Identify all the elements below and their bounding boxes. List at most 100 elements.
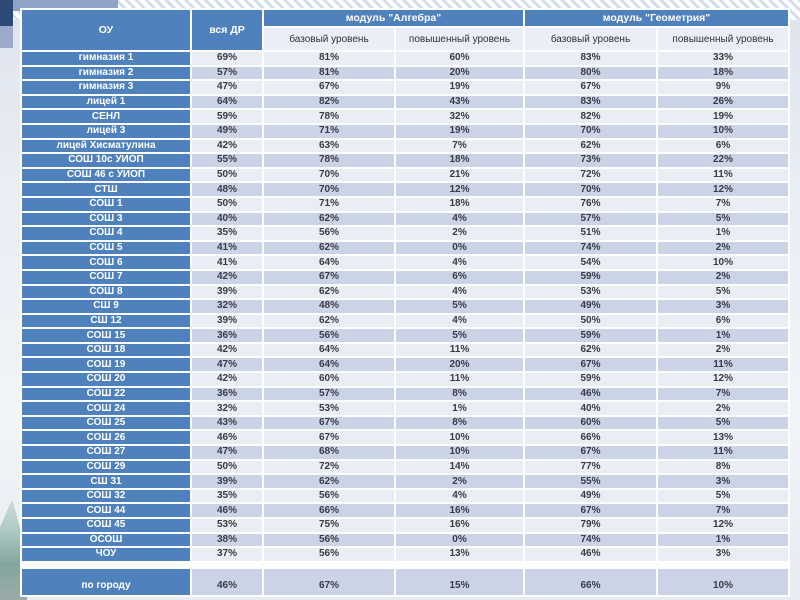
value-cell: 49% [192,124,262,138]
value-cell: 5% [658,416,789,430]
value-cell: 77% [525,460,656,474]
value-cell: 56% [264,329,394,342]
value-cell: 76% [525,197,656,211]
school-name-cell: гимназия 3 [22,81,190,94]
value-cell: 66% [525,431,656,445]
value-cell: 57% [264,387,394,401]
school-name-cell: СОШ 20 [22,373,190,386]
school-name-cell: СОШ 44 [22,504,190,517]
table-row: СОШ 32 35% 56% 4% 49% 5% [22,489,789,503]
value-cell: 19% [396,124,523,138]
value-cell: 47% [192,446,262,459]
school-name-cell: СОШ 27 [22,446,190,459]
table-row: СОШ 10с УИОП 55% 78% 18% 73% 22% [22,154,789,167]
school-name-cell: СТШ [22,183,190,196]
value-cell: 16% [396,519,523,532]
value-cell: 50% [192,460,262,474]
value-cell: 53% [192,519,262,532]
value-cell: 39% [192,475,262,488]
value-cell: 40% [192,212,262,226]
table-row: СОШ 22 36% 57% 8% 46% 7% [22,387,789,401]
school-name-cell: лицей Хисматулина [22,139,190,153]
value-cell: 75% [264,519,394,532]
value-cell: 70% [264,183,394,196]
value-cell: 33% [658,52,789,65]
school-name-cell: СОШ 6 [22,256,190,269]
header-all-dr-column: вся ДР [192,10,262,50]
value-cell: 10% [396,446,523,459]
header-geometry-module: модуль "Геометрия" [525,10,789,26]
value-cell: 81% [264,52,394,65]
value-cell: 49% [525,300,656,313]
value-cell: 5% [396,300,523,313]
value-cell: 54% [525,256,656,269]
value-cell: 5% [658,489,789,503]
value-cell: 3% [658,548,789,561]
value-cell: 32% [192,300,262,313]
value-cell: 32% [396,110,523,123]
value-cell: 56% [264,227,394,240]
table-row: лицей 1 64% 82% 43% 83% 26% [22,95,789,109]
table-row: СШ 9 32% 48% 5% 49% 3% [22,300,789,313]
value-cell: 67% [525,358,656,372]
table-row: СОШ 29 50% 72% 14% 77% 8% [22,460,789,474]
school-name-cell: СШ 31 [22,475,190,488]
value-cell: 74% [525,533,656,547]
city-summary-row: по городу 46% 67% 15% 66% 10% [22,568,789,595]
school-name-cell: СОШ 29 [22,460,190,474]
value-cell: 10% [658,124,789,138]
value-cell: 49% [525,489,656,503]
value-cell: 51% [525,227,656,240]
table-row: лицей Хисматулина 42% 63% 7% 62% 6% [22,139,789,153]
value-cell: 8% [658,460,789,474]
table-row: СОШ 8 39% 62% 4% 53% 5% [22,285,789,299]
value-cell: 41% [192,241,262,255]
value-cell: 83% [525,95,656,109]
value-cell: 64% [264,358,394,372]
value-cell: 18% [396,154,523,167]
school-name-cell: СОШ 24 [22,402,190,415]
value-cell: 8% [396,387,523,401]
value-cell: 6% [658,314,789,328]
value-cell: 67% [525,446,656,459]
value-cell: 78% [264,154,394,167]
table-row: СОШ 4 35% 56% 2% 51% 1% [22,227,789,240]
value-cell: 0% [396,241,523,255]
value-cell: 78% [264,110,394,123]
value-cell: 46% [192,431,262,445]
value-cell: 37% [192,548,262,561]
table-row: СОШ 20 42% 60% 11% 59% 12% [22,373,789,386]
value-cell: 6% [396,270,523,284]
value-cell: 39% [192,314,262,328]
value-cell: 42% [192,343,262,357]
school-name-cell: СЕНЛ [22,110,190,123]
value-cell: 22% [658,154,789,167]
value-cell: 8% [396,416,523,430]
value-cell: 83% [525,52,656,65]
value-cell: 4% [396,314,523,328]
value-cell: 59% [525,373,656,386]
school-name-cell: ЧОУ [22,548,190,561]
value-cell: 62% [264,212,394,226]
value-cell: 56% [264,489,394,503]
value-cell: 47% [192,358,262,372]
school-name-cell: СОШ 10с УИОП [22,154,190,167]
school-name-cell: СОШ 5 [22,241,190,255]
value-cell: 66% [525,568,656,595]
table-row: СОШ 7 42% 67% 6% 59% 2% [22,270,789,284]
value-cell: 6% [658,139,789,153]
value-cell: 53% [264,402,394,415]
subheader-algebra-basic-level: базовый уровень [264,28,394,50]
value-cell: 11% [396,343,523,357]
value-cell: 47% [192,81,262,94]
value-cell: 55% [525,475,656,488]
value-cell: 62% [525,139,656,153]
value-cell: 19% [396,81,523,94]
table-row: гимназия 3 47% 67% 19% 67% 9% [22,81,789,94]
value-cell: 71% [264,124,394,138]
value-cell: 56% [264,533,394,547]
value-cell: 2% [396,475,523,488]
table-row: СОШ 24 32% 53% 1% 40% 2% [22,402,789,415]
value-cell: 10% [658,256,789,269]
